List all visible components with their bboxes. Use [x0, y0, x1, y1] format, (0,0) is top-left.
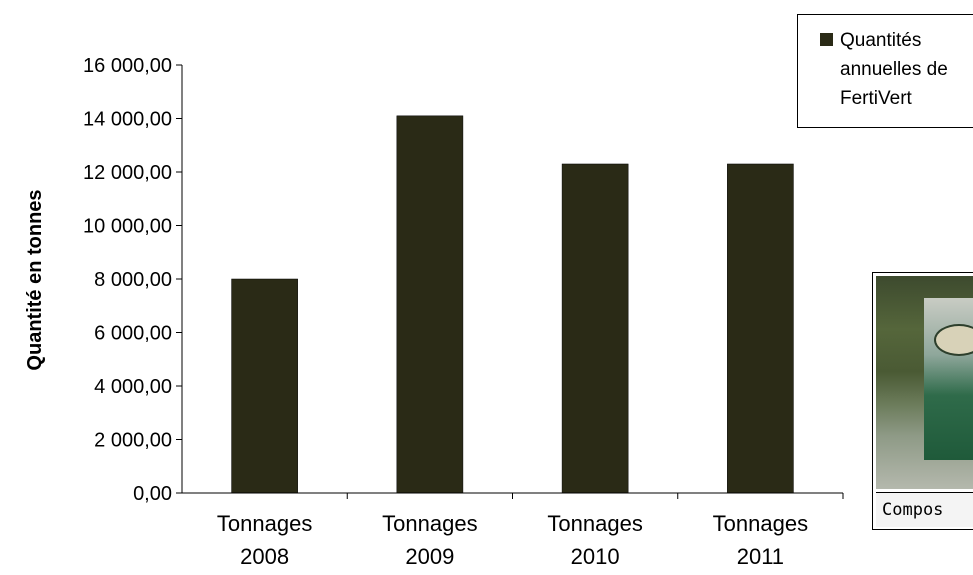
bar-tonnages-2011 [727, 163, 794, 494]
y-tick-label: 8 000,00 [94, 269, 172, 291]
y-tick-label: 10 000,00 [83, 216, 172, 238]
y-tick-label: 0,00 [133, 483, 172, 505]
y-tick-label: 6 000,00 [94, 323, 172, 345]
compost-photo: Compos [872, 272, 973, 530]
x-tick-label: Tonnages [713, 511, 808, 536]
photo-caption: Compos [876, 492, 973, 527]
y-tick-label: 12 000,00 [83, 162, 172, 184]
y-tick-label: 2 000,00 [94, 430, 172, 452]
y-tick-label: 4 000,00 [94, 376, 172, 398]
legend-swatch [820, 33, 833, 46]
sign-panel [924, 298, 973, 460]
bar-tonnages-2009 [396, 115, 464, 494]
x-axis-ticks: Tonnages 2008 Tonnages 2009 Tonnages 2010 Tonn… [217, 493, 844, 569]
y-axis-ticks: 0,00 2 000,00 4 000,00 6 000,00 8 000,00 10 0… [83, 55, 182, 505]
x-tick-label: Tonnages [547, 511, 642, 536]
x-tick-label: 2009 [405, 544, 454, 569]
sign-logo-icon [934, 324, 973, 356]
bar-tonnages-2008 [231, 278, 298, 494]
bars [231, 115, 794, 494]
y-axis-label: Quantité en tonnes [24, 189, 46, 370]
y-tick-label: 16 000,00 [83, 55, 172, 77]
x-tick-label: 2010 [571, 544, 620, 569]
y-tick-label: 14 000,00 [83, 109, 172, 131]
x-tick-label: Tonnages [382, 511, 477, 536]
x-tick-label: 2008 [240, 544, 289, 569]
bar-chart: 0,00 2 000,00 4 000,00 6 000,00 8 000,00 10 0… [24, 55, 844, 569]
photo-image [876, 276, 973, 489]
x-tick-label: 2011 [737, 544, 784, 569]
legend-label: Quantités annuelles de FertiVert [840, 30, 948, 109]
bar-tonnages-2010 [561, 163, 629, 494]
x-tick-label: Tonnages [217, 511, 312, 536]
chart-legend: Quantités annuelles de FertiVert [797, 14, 973, 128]
